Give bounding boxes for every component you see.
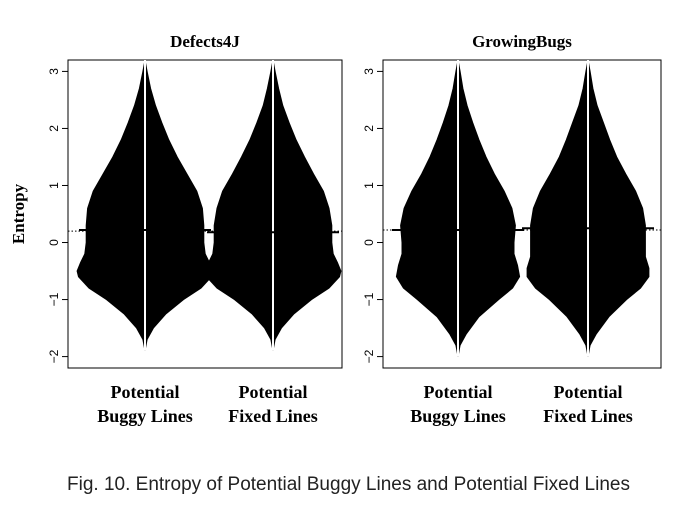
y-tick-label-1-3: 1 xyxy=(362,182,376,189)
y-tick-label-0-2: 0 xyxy=(47,239,61,246)
category-label-line2-1-0: Buggy Lines xyxy=(410,406,506,426)
y-tick-label-1-5: 3 xyxy=(362,68,376,75)
y-tick-label-1-0: −2 xyxy=(362,349,376,363)
category-label-line2-0-0: Buggy Lines xyxy=(97,406,193,426)
category-label-line1-1-1: Potential xyxy=(554,382,623,402)
category-label-line1-1-0: Potential xyxy=(424,382,493,402)
figure-caption: Fig. 10. Entropy of Potential Buggy Line… xyxy=(67,474,630,495)
category-label-line2-0-1: Fixed Lines xyxy=(228,406,318,426)
y-tick-label-0-5: 3 xyxy=(47,68,61,75)
y-tick-label-1-4: 2 xyxy=(362,125,376,132)
y-tick-label-0-1: −1 xyxy=(47,292,61,306)
y-tick-label-1-1: −1 xyxy=(362,292,376,306)
category-label-line2-1-1: Fixed Lines xyxy=(543,406,633,426)
category-label-line1-0-1: Potential xyxy=(239,382,308,402)
y-tick-label-0-4: 2 xyxy=(47,125,61,132)
panel-title-0: Defects4J xyxy=(170,32,240,51)
y-tick-label-1-2: 0 xyxy=(362,239,376,246)
y-tick-label-0-3: 1 xyxy=(47,182,61,189)
plot-frame-0 xyxy=(67,59,343,369)
y-tick-label-0-0: −2 xyxy=(47,349,61,363)
category-label-line1-0-0: Potential xyxy=(111,382,180,402)
panel-title-1: GrowingBugs xyxy=(472,32,572,51)
y-axis-label: Entropy xyxy=(9,183,28,244)
plot-frame-1 xyxy=(382,59,662,369)
